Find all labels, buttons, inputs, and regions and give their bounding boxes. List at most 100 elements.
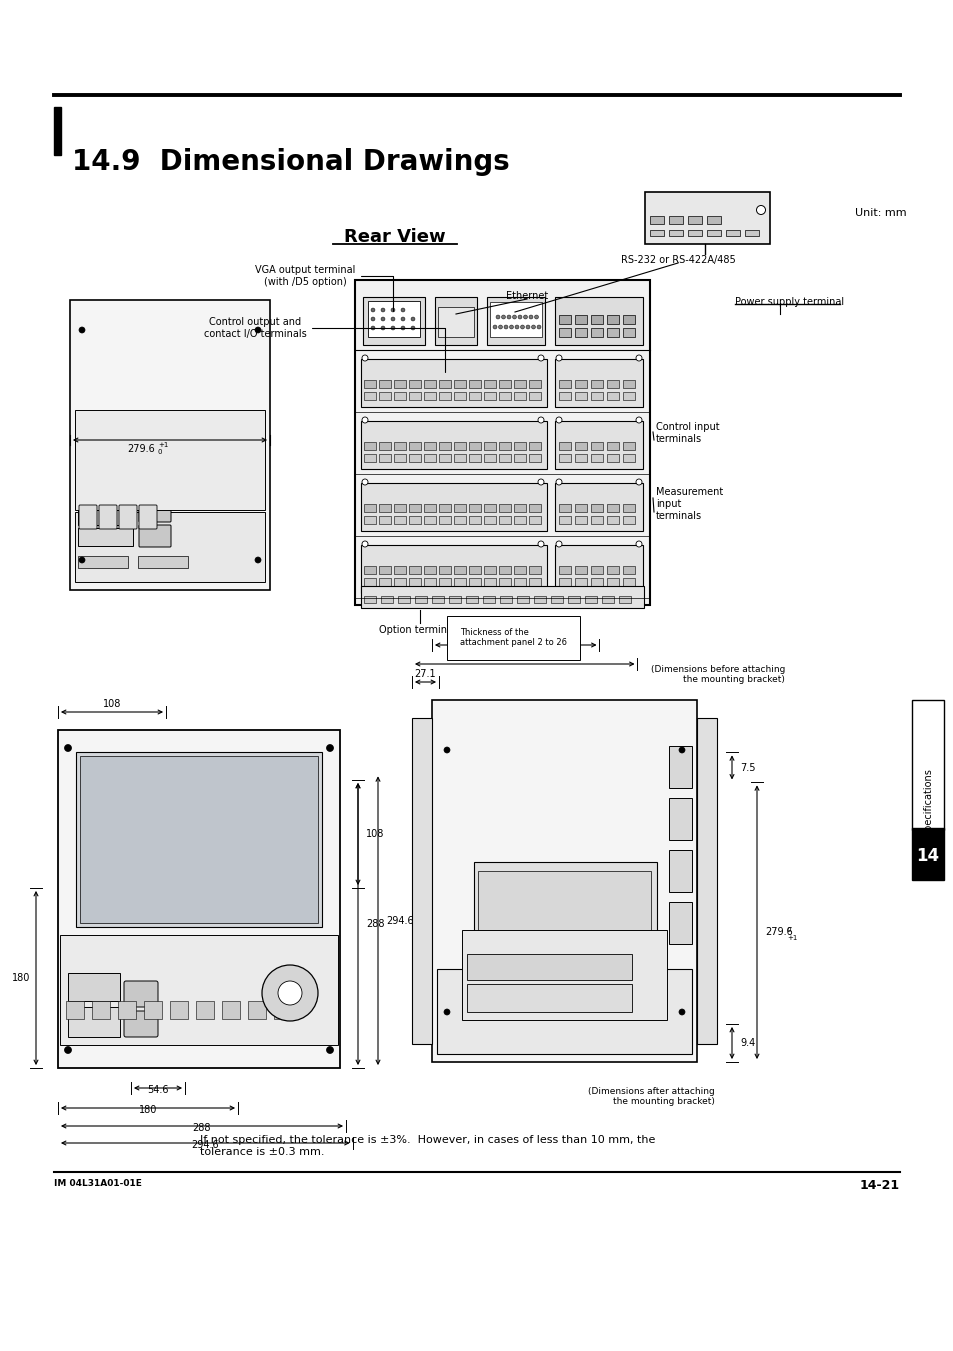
Bar	[378, 578, 391, 586]
Bar	[622, 380, 635, 388]
Bar	[363, 297, 424, 345]
Bar	[911, 700, 943, 830]
Text: 108: 108	[103, 698, 121, 709]
Text: 279.6: 279.6	[764, 927, 792, 938]
Bar	[606, 380, 618, 388]
FancyBboxPatch shape	[139, 526, 171, 547]
Bar	[248, 1001, 266, 1019]
Bar	[423, 454, 436, 462]
Bar	[590, 454, 602, 462]
Text: Specifications: Specifications	[923, 767, 932, 836]
Bar	[567, 596, 579, 603]
Bar	[469, 392, 480, 400]
Circle shape	[679, 747, 684, 753]
Bar	[469, 442, 480, 450]
Bar	[606, 392, 618, 400]
Bar	[529, 504, 540, 512]
Bar	[622, 328, 635, 336]
Text: Rear View: Rear View	[344, 228, 445, 246]
Bar	[514, 442, 525, 450]
Text: (Dimensions before attaching
the mounting bracket): (Dimensions before attaching the mountin…	[650, 665, 784, 685]
Bar	[436, 969, 691, 1054]
Text: 279.6: 279.6	[127, 444, 154, 454]
Text: IM 04L31A01-01E: IM 04L31A01-01E	[54, 1179, 142, 1188]
Bar	[606, 516, 618, 524]
Bar	[435, 297, 476, 345]
Bar	[469, 380, 480, 388]
Bar	[697, 717, 717, 1044]
Bar	[66, 1001, 84, 1019]
Bar	[911, 828, 943, 880]
Bar	[499, 596, 512, 603]
Bar	[575, 315, 586, 324]
Circle shape	[534, 315, 537, 319]
Bar	[409, 516, 420, 524]
Bar	[558, 516, 571, 524]
Bar	[498, 454, 511, 462]
Bar	[409, 380, 420, 388]
Bar	[409, 578, 420, 586]
FancyBboxPatch shape	[139, 500, 171, 521]
Bar	[575, 442, 586, 450]
Circle shape	[529, 315, 533, 319]
Bar	[668, 230, 682, 236]
Bar	[474, 862, 657, 957]
Bar	[482, 596, 495, 603]
Bar	[364, 596, 375, 603]
Bar	[78, 528, 132, 546]
Bar	[368, 301, 419, 336]
Circle shape	[400, 308, 405, 312]
Circle shape	[537, 540, 543, 547]
Circle shape	[512, 315, 516, 319]
FancyBboxPatch shape	[99, 505, 117, 530]
Circle shape	[503, 326, 507, 330]
Bar	[438, 578, 451, 586]
Bar	[575, 380, 586, 388]
Bar	[364, 516, 375, 524]
Circle shape	[509, 326, 513, 330]
Bar	[575, 578, 586, 586]
Circle shape	[501, 315, 505, 319]
Circle shape	[371, 317, 375, 322]
Bar	[668, 850, 691, 892]
Text: 288: 288	[366, 919, 384, 929]
Bar	[514, 566, 525, 574]
Bar	[649, 230, 663, 236]
Circle shape	[277, 981, 302, 1005]
Bar	[454, 454, 465, 462]
Bar	[469, 566, 480, 574]
Bar	[469, 504, 480, 512]
Bar	[118, 1001, 136, 1019]
Bar	[590, 516, 602, 524]
Bar	[423, 578, 436, 586]
Bar	[364, 504, 375, 512]
Bar	[555, 297, 642, 345]
Bar	[360, 586, 643, 608]
Bar	[514, 380, 525, 388]
Circle shape	[537, 480, 543, 485]
Bar	[423, 504, 436, 512]
Bar	[394, 566, 406, 574]
Bar	[469, 516, 480, 524]
Bar	[467, 954, 631, 979]
Circle shape	[556, 355, 561, 361]
Bar	[618, 596, 630, 603]
Text: 180: 180	[11, 973, 30, 984]
Text: Control output and
contact I/O terminals: Control output and contact I/O terminals	[203, 317, 444, 373]
Bar	[644, 192, 769, 245]
Text: 167.5: 167.5	[500, 632, 528, 642]
Bar	[380, 596, 393, 603]
Text: Thickness of the
attachment panel 2 to 26: Thickness of the attachment panel 2 to 2…	[459, 628, 566, 647]
Circle shape	[537, 417, 543, 423]
Bar	[364, 578, 375, 586]
Bar	[668, 216, 682, 224]
Bar	[438, 442, 451, 450]
Circle shape	[517, 315, 521, 319]
Bar	[394, 516, 406, 524]
Bar	[590, 328, 602, 336]
Text: Unit: mm: Unit: mm	[854, 208, 905, 218]
Bar	[91, 1001, 110, 1019]
Bar	[498, 380, 511, 388]
Circle shape	[556, 417, 561, 423]
Text: 27.1: 27.1	[414, 669, 436, 680]
